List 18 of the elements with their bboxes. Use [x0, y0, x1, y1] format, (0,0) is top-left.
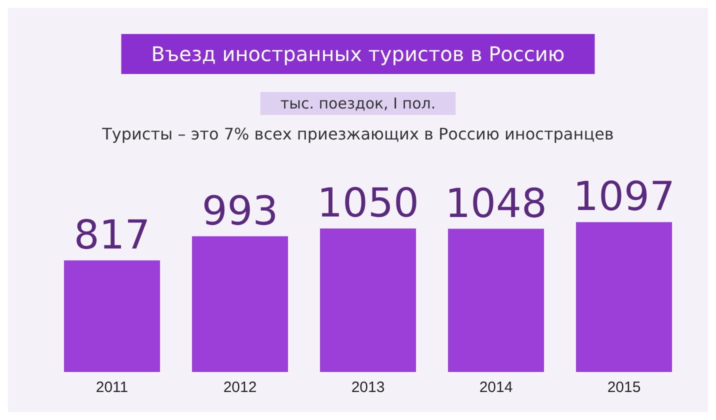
data-label: 817 — [74, 212, 150, 258]
x-tick-label: 2014 — [479, 379, 513, 396]
bar — [192, 236, 288, 372]
chart-subtitle: тыс. поездок, I пол. — [280, 94, 436, 112]
x-tick-label: 2011 — [96, 379, 128, 396]
data-label: 993 — [202, 188, 278, 234]
x-tick-label: 2015 — [607, 379, 641, 396]
bar — [320, 228, 416, 372]
bar — [64, 260, 160, 372]
chart-title: Въезд иностранных туристов в Россию — [151, 42, 565, 66]
data-label: 1048 — [445, 180, 547, 227]
x-tick-label: 2012 — [223, 379, 257, 396]
data-label: 1097 — [573, 174, 675, 220]
x-tick-label: 2013 — [351, 379, 385, 396]
bar — [576, 222, 672, 372]
data-label: 1050 — [317, 180, 419, 226]
bar — [448, 228, 544, 372]
text: Туристы – это 7% всех приезжающих в Россию иностранцев — [101, 124, 614, 144]
